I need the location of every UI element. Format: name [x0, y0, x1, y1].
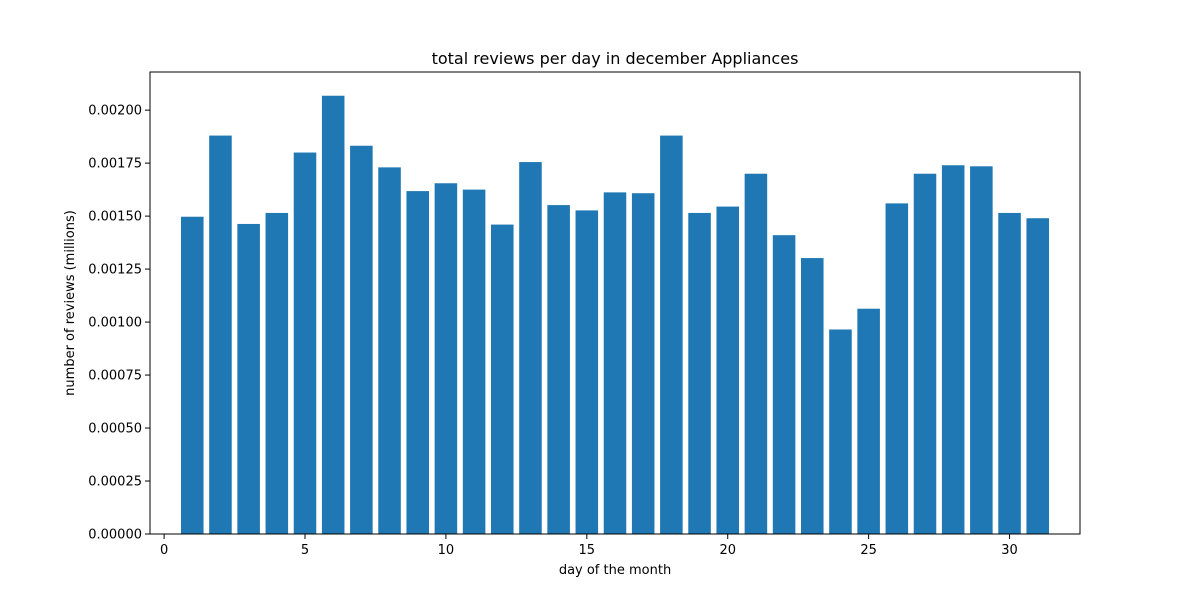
y-tick-label: 0.00100 — [88, 316, 142, 331]
bar-day-26 — [885, 203, 909, 534]
bar-day-5 — [293, 152, 317, 534]
x-tick-label: 25 — [860, 543, 877, 558]
bar-day-23 — [801, 258, 824, 534]
bar-day-20 — [716, 206, 739, 534]
bar-day-30 — [998, 212, 1021, 534]
plot-frame — [149, 71, 1081, 535]
y-tick-label: 0.00200 — [88, 104, 142, 119]
bar-day-1 — [181, 216, 204, 535]
x-tick-label: 0 — [160, 543, 168, 558]
bar-day-11 — [462, 189, 486, 534]
bar-day-31 — [1026, 218, 1049, 534]
bar-day-19 — [688, 212, 711, 534]
x-axis-label: day of the month — [559, 563, 671, 578]
y-tick-label: 0.00075 — [88, 369, 142, 384]
bar-day-12 — [491, 224, 514, 534]
bar-day-2 — [209, 135, 232, 534]
bar-day-29 — [970, 166, 993, 534]
bar-day-22 — [772, 235, 796, 535]
y-tick-label: 0.00000 — [88, 528, 142, 543]
x-tick-label: 20 — [719, 543, 736, 558]
bar-day-7 — [350, 145, 373, 534]
bar-day-3 — [237, 223, 260, 535]
y-tick-label: 0.00175 — [88, 157, 142, 172]
bar-day-27 — [913, 173, 937, 534]
bar-day-6 — [321, 95, 345, 534]
bar-day-15 — [575, 210, 599, 535]
x-tick-label: 5 — [301, 543, 309, 558]
bar-day-21 — [744, 173, 768, 534]
x-axis-ticks: 0 5 10 15 20 25 30 — [160, 534, 1018, 558]
bar-day-8 — [378, 167, 401, 534]
bar-day-24 — [829, 329, 852, 534]
bar-day-4 — [265, 212, 289, 534]
bars-group — [181, 95, 1049, 535]
x-tick-label: 15 — [579, 543, 596, 558]
y-tick-label: 0.00150 — [88, 210, 142, 225]
y-tick-label: 0.00025 — [88, 475, 142, 490]
bar-day-28 — [941, 165, 965, 534]
x-tick-label: 30 — [1001, 543, 1018, 558]
y-axis-label: number of reviews (millions) — [63, 210, 78, 396]
x-tick-label: 10 — [438, 543, 455, 558]
y-axis-ticks: 0.00000 0.00025 0.00050 0.00075 0.00100 0.001… — [88, 104, 150, 543]
bar-day-14 — [547, 205, 570, 534]
bar-day-16 — [603, 192, 627, 534]
chart-title: total reviews per day in december Applia… — [432, 49, 799, 68]
bar-day-18 — [660, 135, 683, 534]
bar-day-10 — [434, 183, 458, 534]
bar-day-17 — [631, 193, 655, 534]
bar-day-9 — [406, 191, 429, 534]
bar-day-13 — [519, 162, 542, 535]
bar-day-25 — [857, 308, 880, 534]
y-tick-label: 0.00050 — [88, 422, 142, 437]
y-tick-label: 0.00125 — [88, 263, 142, 278]
